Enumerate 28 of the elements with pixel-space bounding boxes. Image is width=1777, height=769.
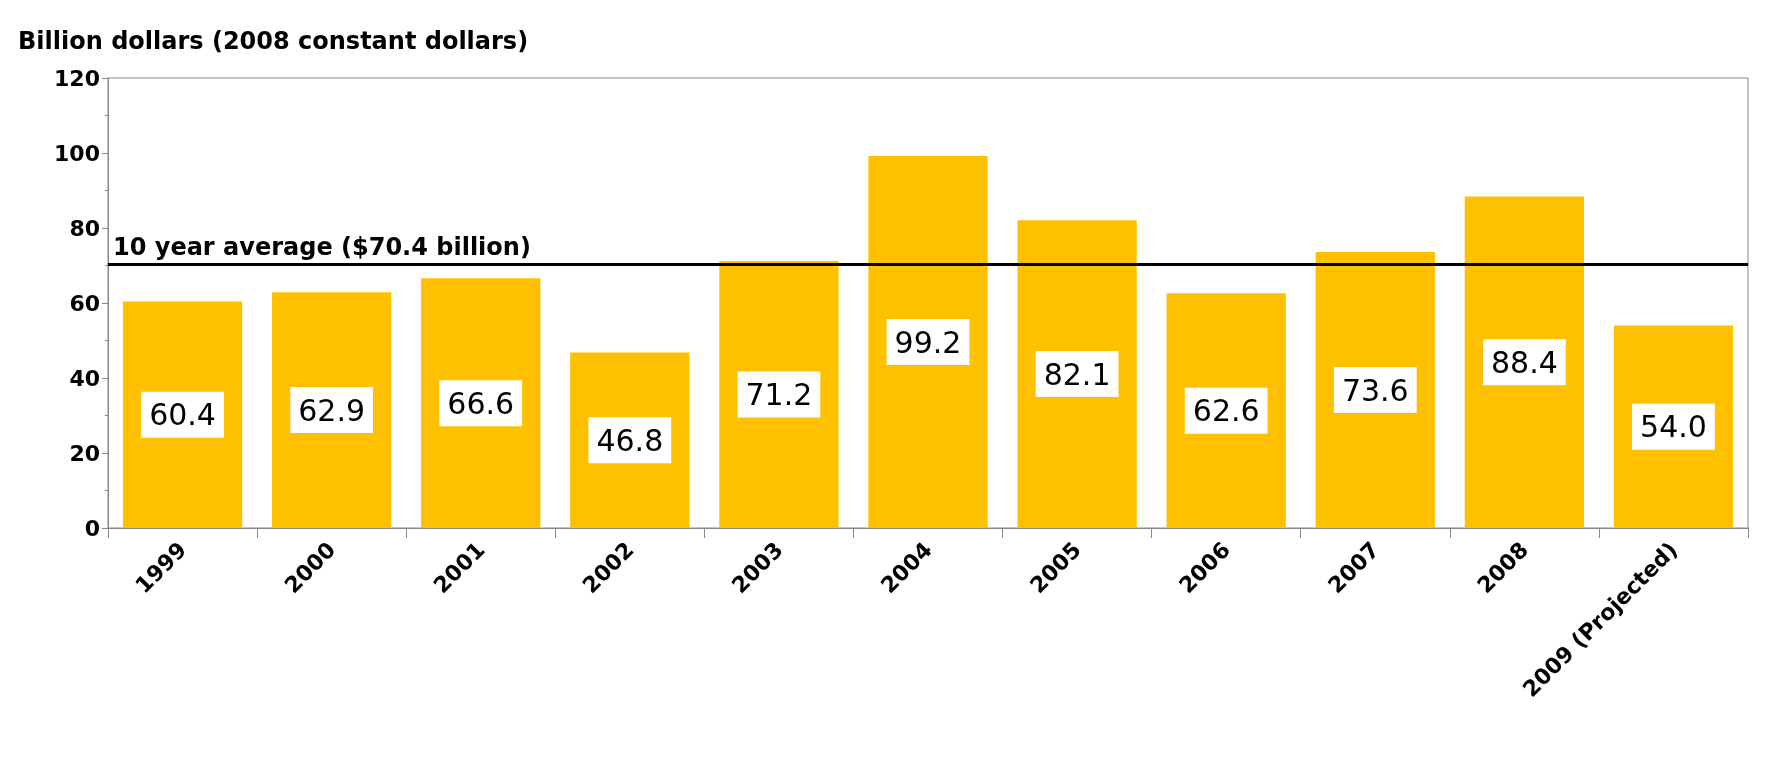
data-label: 60.4: [149, 397, 216, 433]
y-tick-label: 60: [69, 290, 100, 316]
data-label: 99.2: [894, 324, 962, 360]
data-label: 62.6: [1192, 393, 1260, 429]
bar: [1017, 220, 1137, 528]
bar: [272, 292, 392, 528]
data-label: 54.0: [1640, 409, 1707, 445]
bar: [1464, 196, 1584, 528]
y-tick-label: 120: [54, 65, 100, 91]
bar: [868, 156, 988, 528]
bar: [421, 278, 541, 528]
y-tick-label: 80: [69, 215, 100, 241]
y-tick-label: 40: [69, 365, 100, 391]
y-tick-label: 0: [84, 515, 100, 541]
data-label: 73.6: [1341, 372, 1409, 408]
y-tick-label: 20: [69, 440, 100, 466]
bar: [719, 261, 839, 528]
data-label: 82.1: [1043, 356, 1111, 392]
data-label: 66.6: [447, 385, 515, 421]
data-label: 71.2: [745, 377, 813, 412]
data-label: 46.8: [596, 422, 664, 458]
ref-line-label: 10 year average ($70.4 billion): [113, 233, 531, 261]
y-axis-title: Billion dollars (2008 constant dollars): [18, 27, 529, 55]
y-tick-label: 100: [54, 140, 100, 166]
bar: [1166, 293, 1286, 528]
bar: [1315, 252, 1435, 528]
data-label: 88.4: [1490, 344, 1558, 380]
data-label: 62.9: [298, 392, 366, 428]
